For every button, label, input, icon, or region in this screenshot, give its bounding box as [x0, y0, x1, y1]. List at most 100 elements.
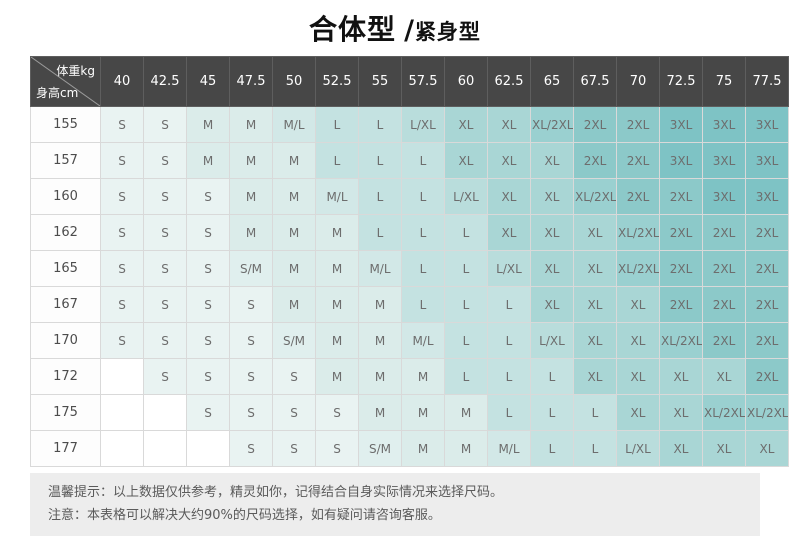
size-cell: M	[358, 358, 402, 396]
size-cell: 2XL	[702, 286, 746, 324]
size-cell: L/XL	[616, 430, 660, 468]
size-cell: XL/2XL	[745, 394, 789, 432]
size-cell: M	[358, 286, 402, 324]
size-cell: 2XL	[702, 322, 746, 360]
size-cell: 2XL	[616, 106, 660, 144]
size-cell: M	[272, 250, 316, 288]
size-cell: L	[487, 358, 531, 396]
size-cell: S	[100, 250, 144, 288]
weight-header-cell: 57.5	[401, 56, 445, 108]
size-cell: 3XL	[745, 106, 789, 144]
weight-header-cell: 55	[358, 56, 402, 108]
size-cell: XL	[530, 250, 574, 288]
size-cell: S	[186, 214, 230, 252]
size-cell: XL	[616, 394, 660, 432]
height-cell: 165	[30, 250, 101, 288]
size-cell: 2XL	[745, 214, 789, 252]
size-cell: XL	[573, 286, 617, 324]
size-cell: XL	[487, 106, 531, 144]
corner-weight-label: 体重kg	[56, 64, 95, 79]
footer-note-line1: 温馨提示：以上数据仅供参考，精灵如你，记得结合自身实际情况来选择尺码。	[48, 485, 504, 501]
size-table: 体重kg 身高cm 40 42.5 45 47.5 50 52.5 55 57.5 60 62.5…	[30, 56, 789, 468]
weight-header-row: 体重kg 身高cm 40 42.5 45 47.5 50 52.5 55 57.5 60 62.5…	[30, 56, 789, 108]
table-row: 155 S S M M M/L L L L/XL XL XL XL/2XL 2XL 2XL 3XL 3XL 3X…	[30, 106, 789, 144]
size-cell: L	[444, 322, 488, 360]
size-cell: S	[186, 286, 230, 324]
size-cell: XL	[444, 106, 488, 144]
size-cell: XL	[530, 286, 574, 324]
corner-cell: 体重kg 身高cm	[30, 56, 101, 108]
size-cell: XL	[530, 214, 574, 252]
size-cell: S	[272, 430, 316, 468]
size-cell	[100, 394, 144, 432]
size-cell: S/M	[229, 250, 273, 288]
size-cell: XL/2XL	[702, 394, 746, 432]
size-cell: L	[315, 106, 359, 144]
size-cell: XL/2XL	[616, 250, 660, 288]
size-cell: L	[401, 178, 445, 216]
size-cell: L	[487, 286, 531, 324]
size-cell: S	[143, 250, 187, 288]
size-cell: M	[315, 214, 359, 252]
size-cell: L/XL	[444, 178, 488, 216]
height-cell: 170	[30, 322, 101, 360]
size-cell: XL	[487, 142, 531, 180]
size-cell: S	[229, 322, 273, 360]
size-cell: L	[487, 394, 531, 432]
weight-header-cell: 50	[272, 56, 316, 108]
size-cell: M	[229, 106, 273, 144]
size-cell: XL	[530, 178, 574, 216]
weight-header-cell: 70	[616, 56, 660, 108]
size-cell: XL	[702, 430, 746, 468]
title-secondary: 紧身型	[414, 20, 481, 44]
size-cell: S	[272, 394, 316, 432]
weight-header-cell: 47.5	[229, 56, 273, 108]
size-cell: L	[401, 214, 445, 252]
size-cell: S	[186, 358, 230, 396]
size-cell: S	[143, 286, 187, 324]
size-cell: L	[444, 214, 488, 252]
size-cell: M	[358, 322, 402, 360]
size-cell: 2XL	[659, 214, 703, 252]
table-row: 172 S S S S M M M L L L XL XL XL XL 2XL	[30, 358, 789, 396]
size-cell: 2XL	[745, 358, 789, 396]
weight-header-cell: 62.5	[487, 56, 531, 108]
size-cell	[143, 430, 187, 468]
size-cell: M	[272, 178, 316, 216]
size-cell: 2XL	[616, 178, 660, 216]
size-cell: L	[358, 106, 402, 144]
weight-header-cell: 65	[530, 56, 574, 108]
size-cell: 2XL	[745, 322, 789, 360]
weight-header-cell: 77.5	[745, 56, 789, 108]
size-cell	[100, 430, 144, 468]
size-cell: M	[315, 250, 359, 288]
size-cell: 2XL	[573, 142, 617, 180]
size-table-body: 155 S S M M M/L L L L/XL XL XL XL/2XL 2XL 2XL 3XL 3XL 3X…	[30, 106, 789, 468]
size-cell: 2XL	[573, 106, 617, 144]
size-cell: S	[229, 286, 273, 324]
size-cell: M	[272, 214, 316, 252]
weight-header-cell: 45	[186, 56, 230, 108]
size-cell: XL/2XL	[530, 106, 574, 144]
size-cell: S	[100, 214, 144, 252]
size-cell: 2XL	[616, 142, 660, 180]
size-cell: M	[401, 358, 445, 396]
size-cell: S	[143, 178, 187, 216]
size-cell: S	[100, 322, 144, 360]
size-cell: S	[186, 394, 230, 432]
size-cell: M	[229, 214, 273, 252]
size-cell: 3XL	[745, 142, 789, 180]
height-cell: 177	[30, 430, 101, 468]
table-row: 160 S S S M M M/L L L L/XL XL XL XL/2XL 2XL 2XL 3XL 3XL	[30, 178, 789, 216]
size-cell: L/XL	[487, 250, 531, 288]
size-cell: L	[444, 358, 488, 396]
size-cell: L	[573, 394, 617, 432]
size-cell: S	[100, 106, 144, 144]
size-cell: S/M	[358, 430, 402, 468]
size-cell: M	[272, 142, 316, 180]
weight-header-cell: 40	[100, 56, 144, 108]
size-cell: M	[186, 106, 230, 144]
size-cell: L	[530, 358, 574, 396]
table-row: 162 S S S M M M L L L XL XL XL XL/2XL 2XL 2XL 2XL	[30, 214, 789, 252]
